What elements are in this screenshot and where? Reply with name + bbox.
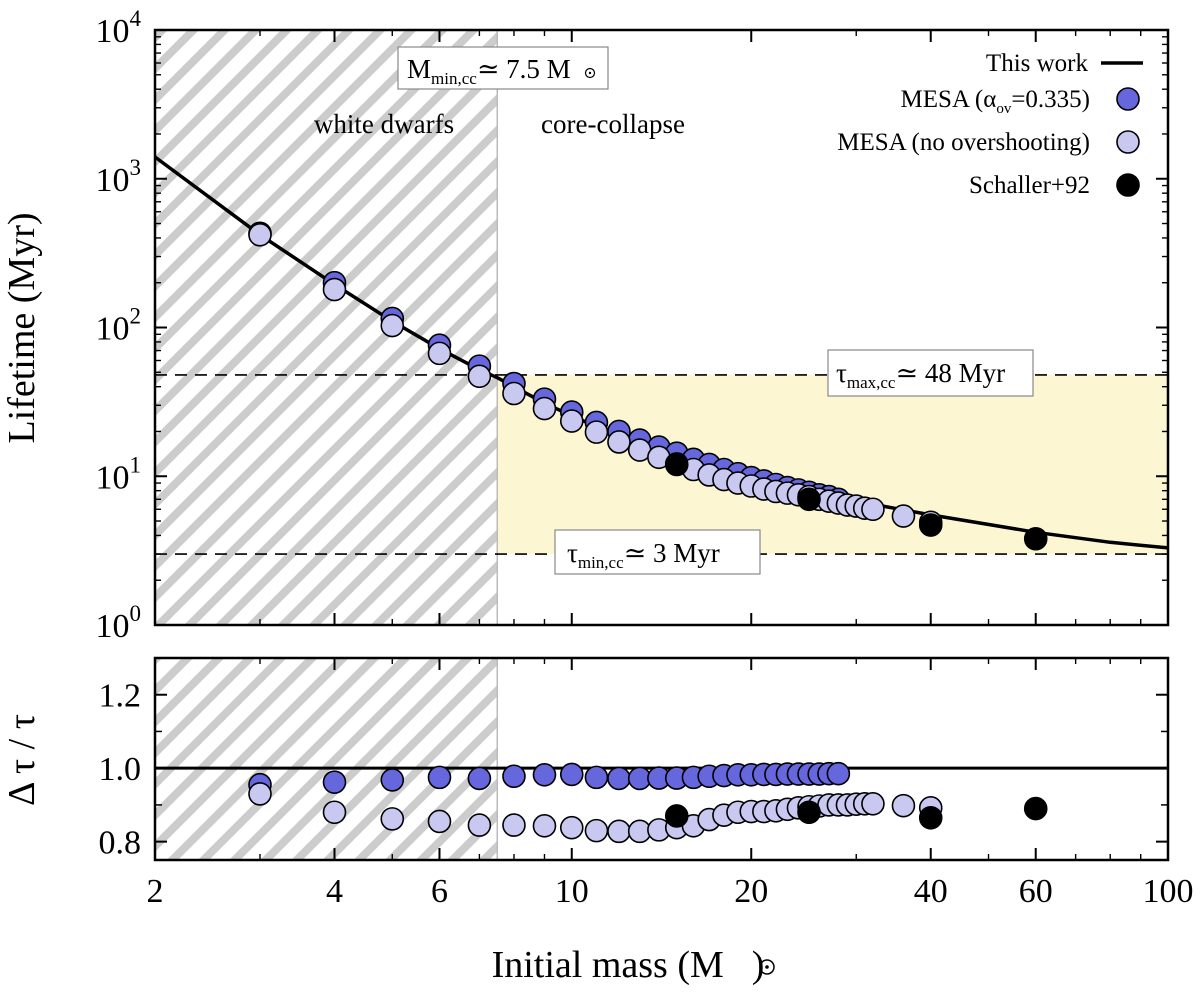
- mesa-no-ov-point: [607, 430, 631, 454]
- schaller-point: [797, 487, 821, 512]
- mesa-ov-residual-point: [584, 765, 609, 790]
- mesa-no-ov-residual-point: [584, 818, 609, 843]
- bottom-y-tick-label: 0.8: [99, 825, 142, 862]
- x-tick-label: 100: [1143, 873, 1194, 910]
- tau-max-annotation: τmax,cc≃ 48 Myr: [827, 349, 1034, 397]
- mesa-ov-residual-point: [322, 770, 347, 794]
- mesa-no-ov-point: [891, 504, 916, 528]
- legend: This work MESA (αov=0.335) MESA (no over…: [837, 50, 1143, 199]
- x-axis-label: Initial mass (M): [492, 944, 775, 986]
- mesa-no-ov-residual-point: [248, 782, 272, 806]
- x-tick-label: 10: [555, 873, 589, 910]
- bottom-y-tick-label: 1.0: [99, 751, 142, 788]
- tau-min-annotation: τmin,cc≃ 3 Myr: [554, 529, 761, 575]
- core-collapse-label: core-collapse: [541, 109, 685, 139]
- schaller-residual-point: [918, 805, 943, 830]
- mesa-no-ov-point: [467, 364, 492, 389]
- legend-label-mesa-no-ov: MESA (no overshooting): [837, 129, 1090, 156]
- legend-label-schaller: Schaller+92: [969, 172, 1090, 199]
- top-y-tick-label: 101: [96, 452, 142, 496]
- legend-marker-mesa-ov: [1116, 87, 1140, 111]
- mesa-ov-residual-point: [826, 761, 851, 786]
- white-dwarfs-label: white dwarfs: [314, 109, 454, 139]
- mesa-ov-residual-point: [607, 766, 631, 791]
- bottom-y-axis-label: Δ τ / τ: [1, 714, 43, 806]
- m-min-annotation: Mmin,cc≃ 7.5 M: [397, 46, 609, 90]
- legend-marker-schaller: [1116, 173, 1140, 197]
- svg-text:τmax,cc≃ 48 Myr: τmax,cc≃ 48 Myr: [836, 358, 1005, 392]
- top-axes-frame: [153, 28, 1170, 627]
- schaller-residual-point: [664, 804, 689, 828]
- mesa-no-ov-point: [502, 381, 526, 406]
- mesa-ov-residual-point: [427, 765, 452, 790]
- bottom-axes-frame: [153, 656, 1170, 862]
- schaller-point: [918, 513, 943, 537]
- x-tick-label: 20: [734, 873, 768, 910]
- mesa-no-ov-point: [559, 409, 584, 433]
- mesa-ov-residual-point: [559, 762, 584, 787]
- mesa-no-ov-residual-point: [532, 814, 557, 838]
- white-dwarf-region: [155, 30, 498, 625]
- mesa-no-ov-residual-point: [427, 809, 452, 834]
- top-panel: 100 101 102 103 104 white dwarfs core-collap…: [1, 6, 1170, 645]
- mesa-no-ov-residual-point: [380, 807, 405, 831]
- legend-label-this-work: This work: [986, 50, 1089, 77]
- mesa-no-ov-point: [861, 497, 885, 522]
- schaller-residual-point: [1023, 796, 1048, 821]
- mesa-no-ov-point: [584, 420, 609, 444]
- top-y-tick-label: 104: [96, 6, 142, 50]
- mesa-no-ov-point: [427, 341, 452, 366]
- mesa-no-ov-residual-point: [559, 815, 584, 840]
- schaller-point: [1023, 526, 1048, 551]
- x-tick-label: 2: [147, 873, 164, 910]
- mesa-no-ov-residual-point: [467, 813, 492, 837]
- x-tick-label: 40: [914, 873, 948, 910]
- x-tick-label: 6: [431, 873, 448, 910]
- x-tick-label: 4: [326, 873, 343, 910]
- schaller-point: [664, 452, 689, 477]
- legend-marker-mesa-no-ov: [1116, 130, 1140, 154]
- mesa-no-ov-residual-point: [322, 800, 347, 825]
- mesa-no-ov-residual-point: [891, 793, 916, 818]
- top-y-tick-label: 100: [96, 601, 142, 645]
- mesa-no-ov-residual-point: [607, 819, 631, 844]
- svg-text:τmin,cc≃ 3 Myr: τmin,cc≃ 3 Myr: [567, 538, 720, 572]
- bottom-panel: 0.8 1.0 1.2 2 4 6 10 20 40 60 100 Δ τ / τ: [1, 656, 1194, 910]
- mesa-no-ov-point: [380, 313, 405, 338]
- mesa-no-ov-point: [322, 277, 347, 302]
- mesa-ov-residual-point: [532, 762, 557, 787]
- core-collapse-lifetime-band: [497, 374, 1168, 555]
- mesa-no-ov-point: [248, 222, 272, 247]
- mesa-no-ov-point: [532, 396, 557, 421]
- x-tick-label: 60: [1019, 873, 1053, 910]
- legend-label-mesa-ov: MESA (αov=0.335): [901, 86, 1090, 117]
- schaller-residual-point: [797, 800, 821, 825]
- mesa-ov-residual-point: [502, 764, 526, 789]
- mesa-ov-residual-point: [467, 766, 492, 791]
- mesa-ov-residual-point: [380, 768, 405, 792]
- top-y-tick-label: 103: [96, 155, 142, 199]
- mesa-no-ov-residual-point: [502, 813, 526, 837]
- top-y-axis-label: Lifetime (Myr): [1, 212, 43, 443]
- bottom-y-tick-label: 1.2: [99, 678, 142, 715]
- mesa-no-ov-residual-point: [861, 792, 885, 816]
- svg-text:Mmin,cc≃ 7.5 M: Mmin,cc≃ 7.5 M: [407, 54, 571, 88]
- svg-text:Initial mass (M): Initial mass (M): [492, 944, 765, 986]
- top-y-tick-label: 102: [96, 304, 142, 348]
